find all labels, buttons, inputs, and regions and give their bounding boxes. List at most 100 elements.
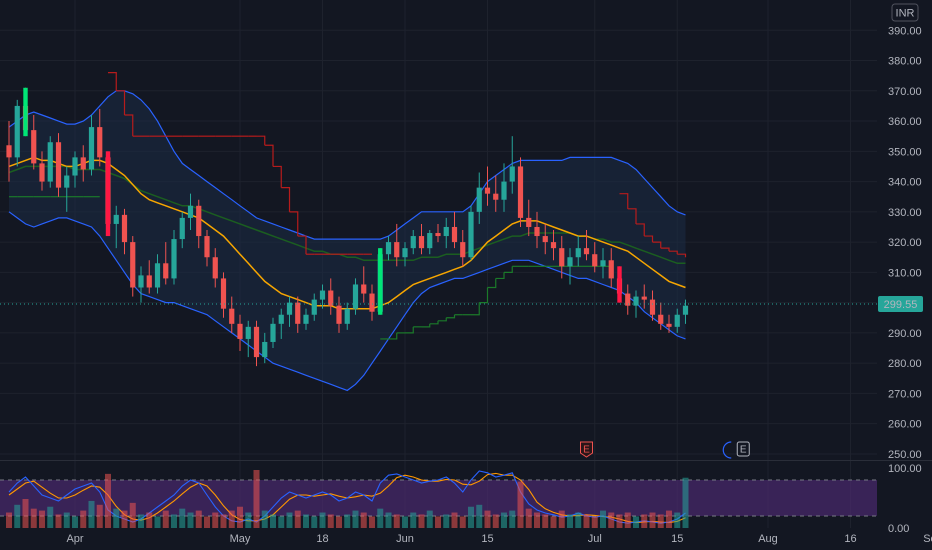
candle-body bbox=[410, 236, 416, 249]
candle[interactable] bbox=[31, 115, 37, 170]
candle[interactable] bbox=[229, 296, 235, 333]
candle[interactable] bbox=[641, 284, 647, 309]
candle[interactable] bbox=[253, 320, 260, 367]
candle[interactable] bbox=[625, 284, 631, 315]
candle[interactable] bbox=[608, 248, 614, 288]
candle[interactable] bbox=[130, 236, 136, 297]
candle[interactable] bbox=[72, 151, 78, 188]
candle[interactable] bbox=[435, 223, 441, 243]
candle[interactable] bbox=[154, 254, 161, 294]
candle[interactable] bbox=[460, 230, 466, 267]
candle[interactable] bbox=[39, 151, 45, 191]
candle[interactable] bbox=[666, 314, 672, 333]
candle[interactable] bbox=[658, 302, 664, 330]
candle[interactable] bbox=[517, 157, 524, 227]
volume-bar bbox=[237, 506, 243, 528]
candle[interactable] bbox=[80, 145, 86, 182]
candle[interactable] bbox=[328, 278, 334, 315]
candle[interactable] bbox=[303, 308, 309, 330]
candle[interactable] bbox=[179, 211, 185, 249]
candle[interactable] bbox=[484, 166, 491, 206]
volume-bar bbox=[641, 514, 648, 528]
volume-bar bbox=[534, 512, 540, 528]
volume-bar bbox=[558, 510, 565, 528]
candle[interactable] bbox=[97, 108, 103, 167]
candle[interactable] bbox=[6, 121, 12, 182]
candle[interactable] bbox=[278, 308, 284, 339]
candle[interactable] bbox=[418, 223, 425, 255]
candle[interactable] bbox=[583, 230, 590, 261]
candle[interactable] bbox=[476, 172, 482, 224]
candle-body bbox=[72, 157, 78, 176]
candle[interactable] bbox=[682, 299, 689, 324]
candle[interactable] bbox=[47, 136, 53, 188]
candle[interactable] bbox=[493, 175, 499, 212]
price-axis[interactable]: 250.00260.00270.00280.00290.00300.00310.… bbox=[888, 25, 922, 461]
candle[interactable] bbox=[509, 136, 515, 194]
candle[interactable] bbox=[542, 223, 548, 255]
earnings-marker-next[interactable]: E bbox=[722, 441, 750, 459]
candle[interactable] bbox=[501, 163, 507, 212]
candle[interactable] bbox=[311, 293, 317, 321]
candle[interactable] bbox=[220, 272, 227, 318]
earnings-marker-past[interactable]: E bbox=[580, 441, 593, 458]
candle[interactable] bbox=[526, 199, 532, 237]
candle[interactable] bbox=[385, 236, 392, 261]
candle[interactable] bbox=[369, 284, 375, 321]
candle[interactable] bbox=[674, 308, 680, 333]
candle[interactable] bbox=[14, 99, 20, 167]
candle[interactable] bbox=[319, 284, 326, 309]
candlesticks[interactable] bbox=[6, 87, 689, 367]
supertrend-segment bbox=[264, 144, 274, 167]
candle[interactable] bbox=[237, 314, 243, 352]
candle[interactable] bbox=[336, 296, 342, 333]
candle[interactable] bbox=[394, 223, 400, 267]
currency-badge[interactable]: INR bbox=[891, 3, 919, 22]
candle[interactable] bbox=[361, 266, 367, 303]
candle[interactable] bbox=[600, 248, 606, 279]
candle[interactable] bbox=[443, 217, 449, 249]
candle[interactable] bbox=[171, 230, 177, 285]
candle[interactable] bbox=[113, 205, 119, 249]
candle[interactable] bbox=[88, 115, 95, 176]
candle[interactable] bbox=[592, 242, 598, 273]
candle[interactable] bbox=[567, 248, 573, 285]
time-axis[interactable]: Apr May 18 Jun 15 Jul 15 Aug 16 Sep bbox=[66, 533, 932, 545]
supertrend-segment bbox=[644, 235, 654, 243]
candle[interactable] bbox=[196, 199, 202, 249]
candle[interactable] bbox=[286, 296, 293, 327]
candle[interactable] bbox=[410, 230, 416, 255]
candle[interactable] bbox=[402, 242, 408, 267]
candle[interactable] bbox=[138, 266, 144, 303]
candle[interactable] bbox=[451, 211, 458, 249]
candle[interactable] bbox=[121, 208, 128, 255]
oscillator-tick-label: 0.00 bbox=[888, 523, 909, 535]
candle[interactable] bbox=[649, 290, 656, 321]
candle[interactable] bbox=[64, 166, 70, 212]
candle[interactable] bbox=[352, 278, 359, 315]
candle[interactable] bbox=[575, 236, 581, 267]
candle[interactable] bbox=[146, 260, 152, 294]
candle[interactable] bbox=[245, 320, 251, 358]
candle[interactable] bbox=[468, 205, 474, 261]
volume-bar bbox=[311, 516, 318, 528]
candle[interactable] bbox=[212, 248, 218, 288]
candle[interactable] bbox=[427, 230, 433, 255]
candle[interactable] bbox=[262, 332, 268, 364]
candle[interactable] bbox=[204, 230, 210, 267]
earnings-shape bbox=[736, 441, 750, 457]
candle[interactable] bbox=[55, 133, 62, 197]
volume-bar bbox=[435, 516, 441, 528]
candle[interactable] bbox=[270, 317, 276, 349]
candle[interactable] bbox=[187, 193, 194, 230]
candle[interactable] bbox=[534, 211, 540, 249]
oscillator-axis[interactable]: 100.00 0.00 bbox=[888, 463, 922, 535]
candle[interactable] bbox=[295, 296, 301, 333]
candle[interactable] bbox=[163, 242, 169, 285]
candle[interactable] bbox=[344, 302, 350, 330]
candle[interactable] bbox=[550, 230, 557, 261]
candle[interactable] bbox=[559, 236, 565, 279]
volume-bar bbox=[583, 514, 590, 528]
